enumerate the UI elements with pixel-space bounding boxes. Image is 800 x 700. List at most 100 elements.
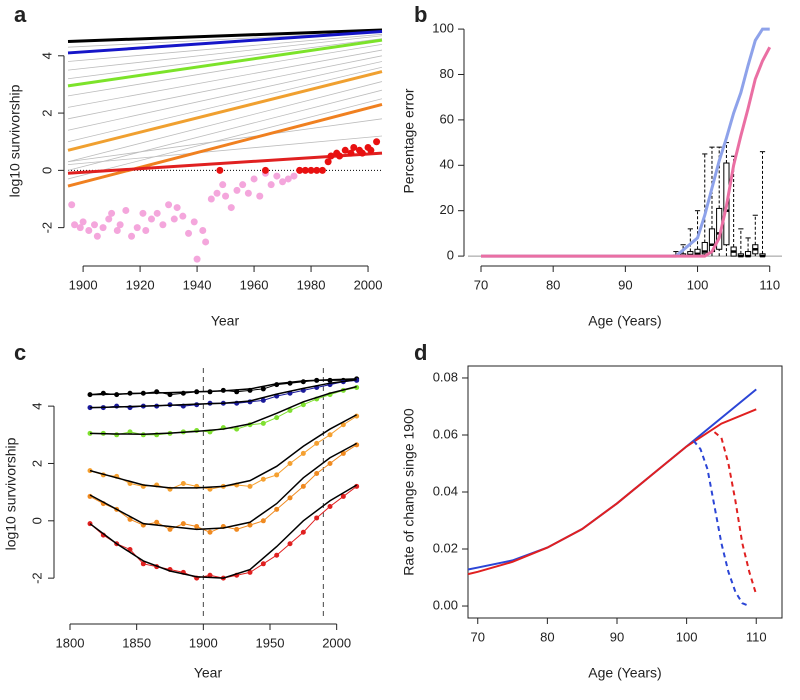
y-tick-label: 0.00	[433, 597, 458, 612]
series-point	[194, 524, 200, 530]
series-point	[300, 450, 306, 456]
series-point	[114, 403, 120, 409]
y-tick-label: 0.04	[433, 483, 458, 498]
series-point	[340, 493, 346, 499]
series-point	[300, 529, 306, 535]
panel-letter: c	[14, 340, 26, 365]
y-tick-label: 0	[39, 167, 54, 174]
y-tick-label: 100	[432, 21, 454, 36]
series-point	[367, 146, 375, 154]
x-tick-label: 2000	[354, 277, 383, 292]
series-point	[274, 415, 280, 421]
series-point	[327, 152, 335, 160]
series-line	[89, 385, 357, 435]
panel-letter: d	[414, 340, 427, 365]
series-point	[256, 192, 264, 200]
series-point	[128, 232, 136, 240]
series-line	[67, 43, 383, 97]
series-point	[274, 506, 280, 512]
series-point	[284, 175, 292, 183]
series-point	[207, 572, 213, 578]
series-point	[300, 483, 306, 489]
series-point	[147, 215, 155, 223]
x-tick-label: 70	[471, 629, 485, 644]
series-point	[108, 209, 116, 217]
series-point	[273, 172, 281, 180]
series-point	[274, 552, 280, 558]
x-tick-label: 1940	[183, 277, 212, 292]
y-tick-label: 60	[440, 111, 454, 126]
series-line	[89, 378, 357, 396]
x-tick-label: 100	[676, 629, 698, 644]
series-point	[340, 450, 346, 456]
series-line	[67, 38, 383, 80]
series-point	[170, 215, 178, 223]
series-point	[190, 218, 198, 226]
series-point	[260, 397, 266, 403]
x-tick-label: 80	[540, 629, 554, 644]
series-line	[67, 55, 383, 120]
series-line	[467, 408, 757, 576]
series-line	[67, 66, 383, 143]
x-tick-label: 100	[687, 277, 709, 292]
series-point	[154, 519, 160, 525]
series-line	[67, 49, 383, 108]
series-point	[207, 486, 213, 492]
series-point	[260, 518, 266, 524]
series-point	[287, 407, 293, 413]
y-axis-label: Percentage error	[401, 88, 417, 193]
series-point	[127, 429, 133, 435]
series-point	[180, 481, 186, 487]
series-point	[247, 569, 253, 575]
series-point	[133, 224, 141, 232]
series-point	[347, 149, 355, 157]
y-tick-label: -2	[39, 222, 54, 234]
series-point	[185, 229, 193, 237]
series-line	[67, 29, 383, 55]
y-tick-label: 0	[447, 248, 454, 263]
series-point	[313, 166, 321, 174]
y-tick-label: 4	[39, 52, 54, 59]
x-axis-label: Age (Years)	[588, 313, 661, 329]
series-point	[122, 206, 130, 214]
x-tick-label: 80	[546, 277, 560, 292]
series-point	[142, 226, 150, 234]
series-point	[260, 561, 266, 567]
series-point	[296, 166, 304, 174]
series-point	[79, 218, 87, 226]
series-point	[314, 471, 320, 477]
series-point	[76, 224, 84, 232]
series-point	[219, 181, 227, 189]
series-point	[105, 215, 113, 223]
series-point	[233, 186, 241, 194]
series-point	[274, 472, 280, 478]
series-point	[260, 386, 266, 392]
series-point	[71, 221, 79, 229]
y-tick-label: 40	[440, 157, 454, 172]
y-tick-label: 0.06	[433, 426, 458, 441]
x-tick-label: 1980	[297, 277, 326, 292]
series-point	[116, 221, 124, 229]
series-line	[67, 35, 383, 71]
y-tick-label: -2	[29, 572, 44, 584]
series-point	[113, 226, 121, 234]
y-tick-label: 80	[440, 66, 454, 81]
series-point	[287, 460, 293, 466]
y-tick-label: 2	[39, 109, 54, 116]
series-point	[260, 476, 266, 482]
series-point	[165, 201, 173, 209]
y-tick-label: 0	[29, 517, 44, 524]
x-tick-label: 70	[474, 277, 488, 292]
series-point	[314, 440, 320, 446]
series-line	[67, 70, 383, 152]
series-point	[336, 152, 344, 160]
y-tick-label: 0.08	[433, 369, 458, 384]
series-line	[67, 118, 383, 163]
series-line	[89, 484, 358, 579]
series-point	[179, 212, 187, 220]
series-line	[67, 33, 383, 62]
series-point	[153, 209, 161, 217]
series-point	[324, 158, 332, 166]
series-point	[290, 172, 298, 180]
x-axis-label: Year	[211, 313, 240, 329]
